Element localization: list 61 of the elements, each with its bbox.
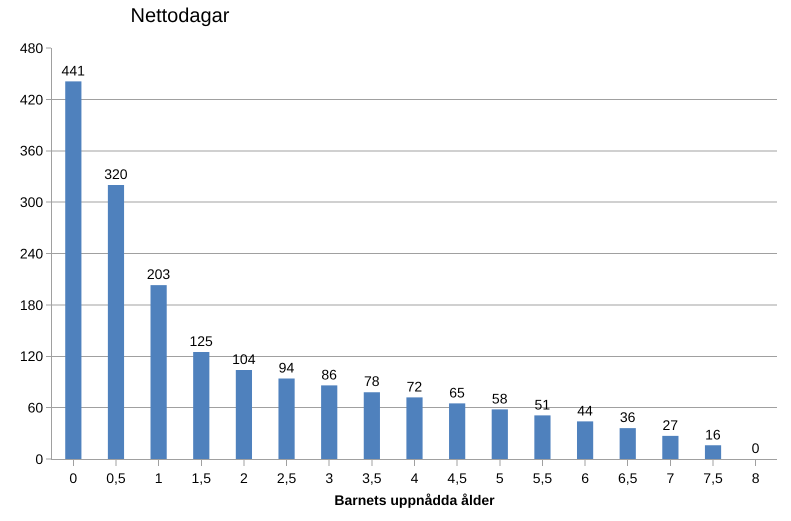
- data-label: 27: [662, 416, 678, 433]
- data-label: 58: [492, 390, 508, 406]
- bar: [620, 428, 636, 459]
- data-label: 0: [752, 440, 760, 456]
- x-tick-label: 0,5: [106, 470, 126, 486]
- bar: [278, 378, 295, 459]
- bar: [576, 421, 594, 459]
- data-label: 94: [278, 360, 294, 376]
- data-label: 72: [406, 378, 422, 394]
- x-tick-label: 5: [496, 470, 504, 486]
- data-label: 86: [321, 366, 338, 382]
- x-tick-label: 5,5: [532, 470, 552, 486]
- bar: [150, 285, 167, 459]
- x-tick-label: 6: [581, 470, 590, 486]
- y-tick-label: 360: [20, 142, 44, 159]
- data-label: 65: [449, 384, 466, 400]
- bar: [65, 81, 82, 459]
- bar: [534, 415, 551, 459]
- y-tick-label: 300: [20, 194, 44, 210]
- bar: [321, 385, 338, 459]
- x-tick-label: 7,5: [703, 470, 723, 486]
- x-tick-label: 0: [69, 470, 78, 486]
- x-tick-label: 8: [752, 470, 760, 486]
- y-tick-label: 60: [28, 400, 44, 416]
- bar: [193, 352, 210, 459]
- x-tick-label: 6,5: [618, 470, 638, 486]
- x-axis-title: Barnets uppnådda ålder: [334, 492, 496, 508]
- data-label: 78: [364, 373, 380, 390]
- y-tick-label: 0: [35, 450, 44, 467]
- x-tick-label: 3,5: [362, 470, 382, 486]
- data-label: 36: [620, 409, 636, 426]
- y-tick-label: 120: [20, 348, 44, 364]
- x-tick-label: 1: [154, 470, 163, 486]
- data-label: 320: [104, 166, 128, 182]
- data-label: 51: [534, 396, 550, 412]
- x-tick-label: 1,5: [192, 470, 212, 486]
- data-label: 44: [577, 402, 593, 418]
- data-label: 203: [146, 266, 170, 282]
- data-label: 16: [705, 426, 721, 442]
- bar: [108, 185, 124, 459]
- bar: [704, 445, 722, 459]
- x-tick-label: 3: [325, 470, 334, 486]
- chart-title: Nettodagar: [130, 4, 230, 27]
- x-tick-label: 4,5: [447, 470, 468, 486]
- data-label: 104: [232, 350, 256, 367]
- bar: [449, 403, 466, 459]
- x-tick-label: 2,5: [276, 470, 296, 486]
- bar: [492, 409, 508, 459]
- bar: [662, 436, 678, 459]
- y-tick-label: 240: [20, 245, 44, 262]
- data-label: 441: [62, 62, 86, 78]
- y-tick-label: 180: [20, 296, 44, 313]
- x-tick-label: 7: [666, 470, 674, 486]
- x-tick-label: 4: [410, 470, 419, 486]
- x-tick-label: 2: [240, 470, 248, 486]
- bar: [364, 392, 380, 459]
- data-label: 125: [189, 332, 214, 349]
- bar: [406, 397, 423, 459]
- bar: [236, 370, 252, 459]
- y-tick-label: 420: [20, 91, 44, 108]
- y-tick-label: 480: [20, 40, 44, 56]
